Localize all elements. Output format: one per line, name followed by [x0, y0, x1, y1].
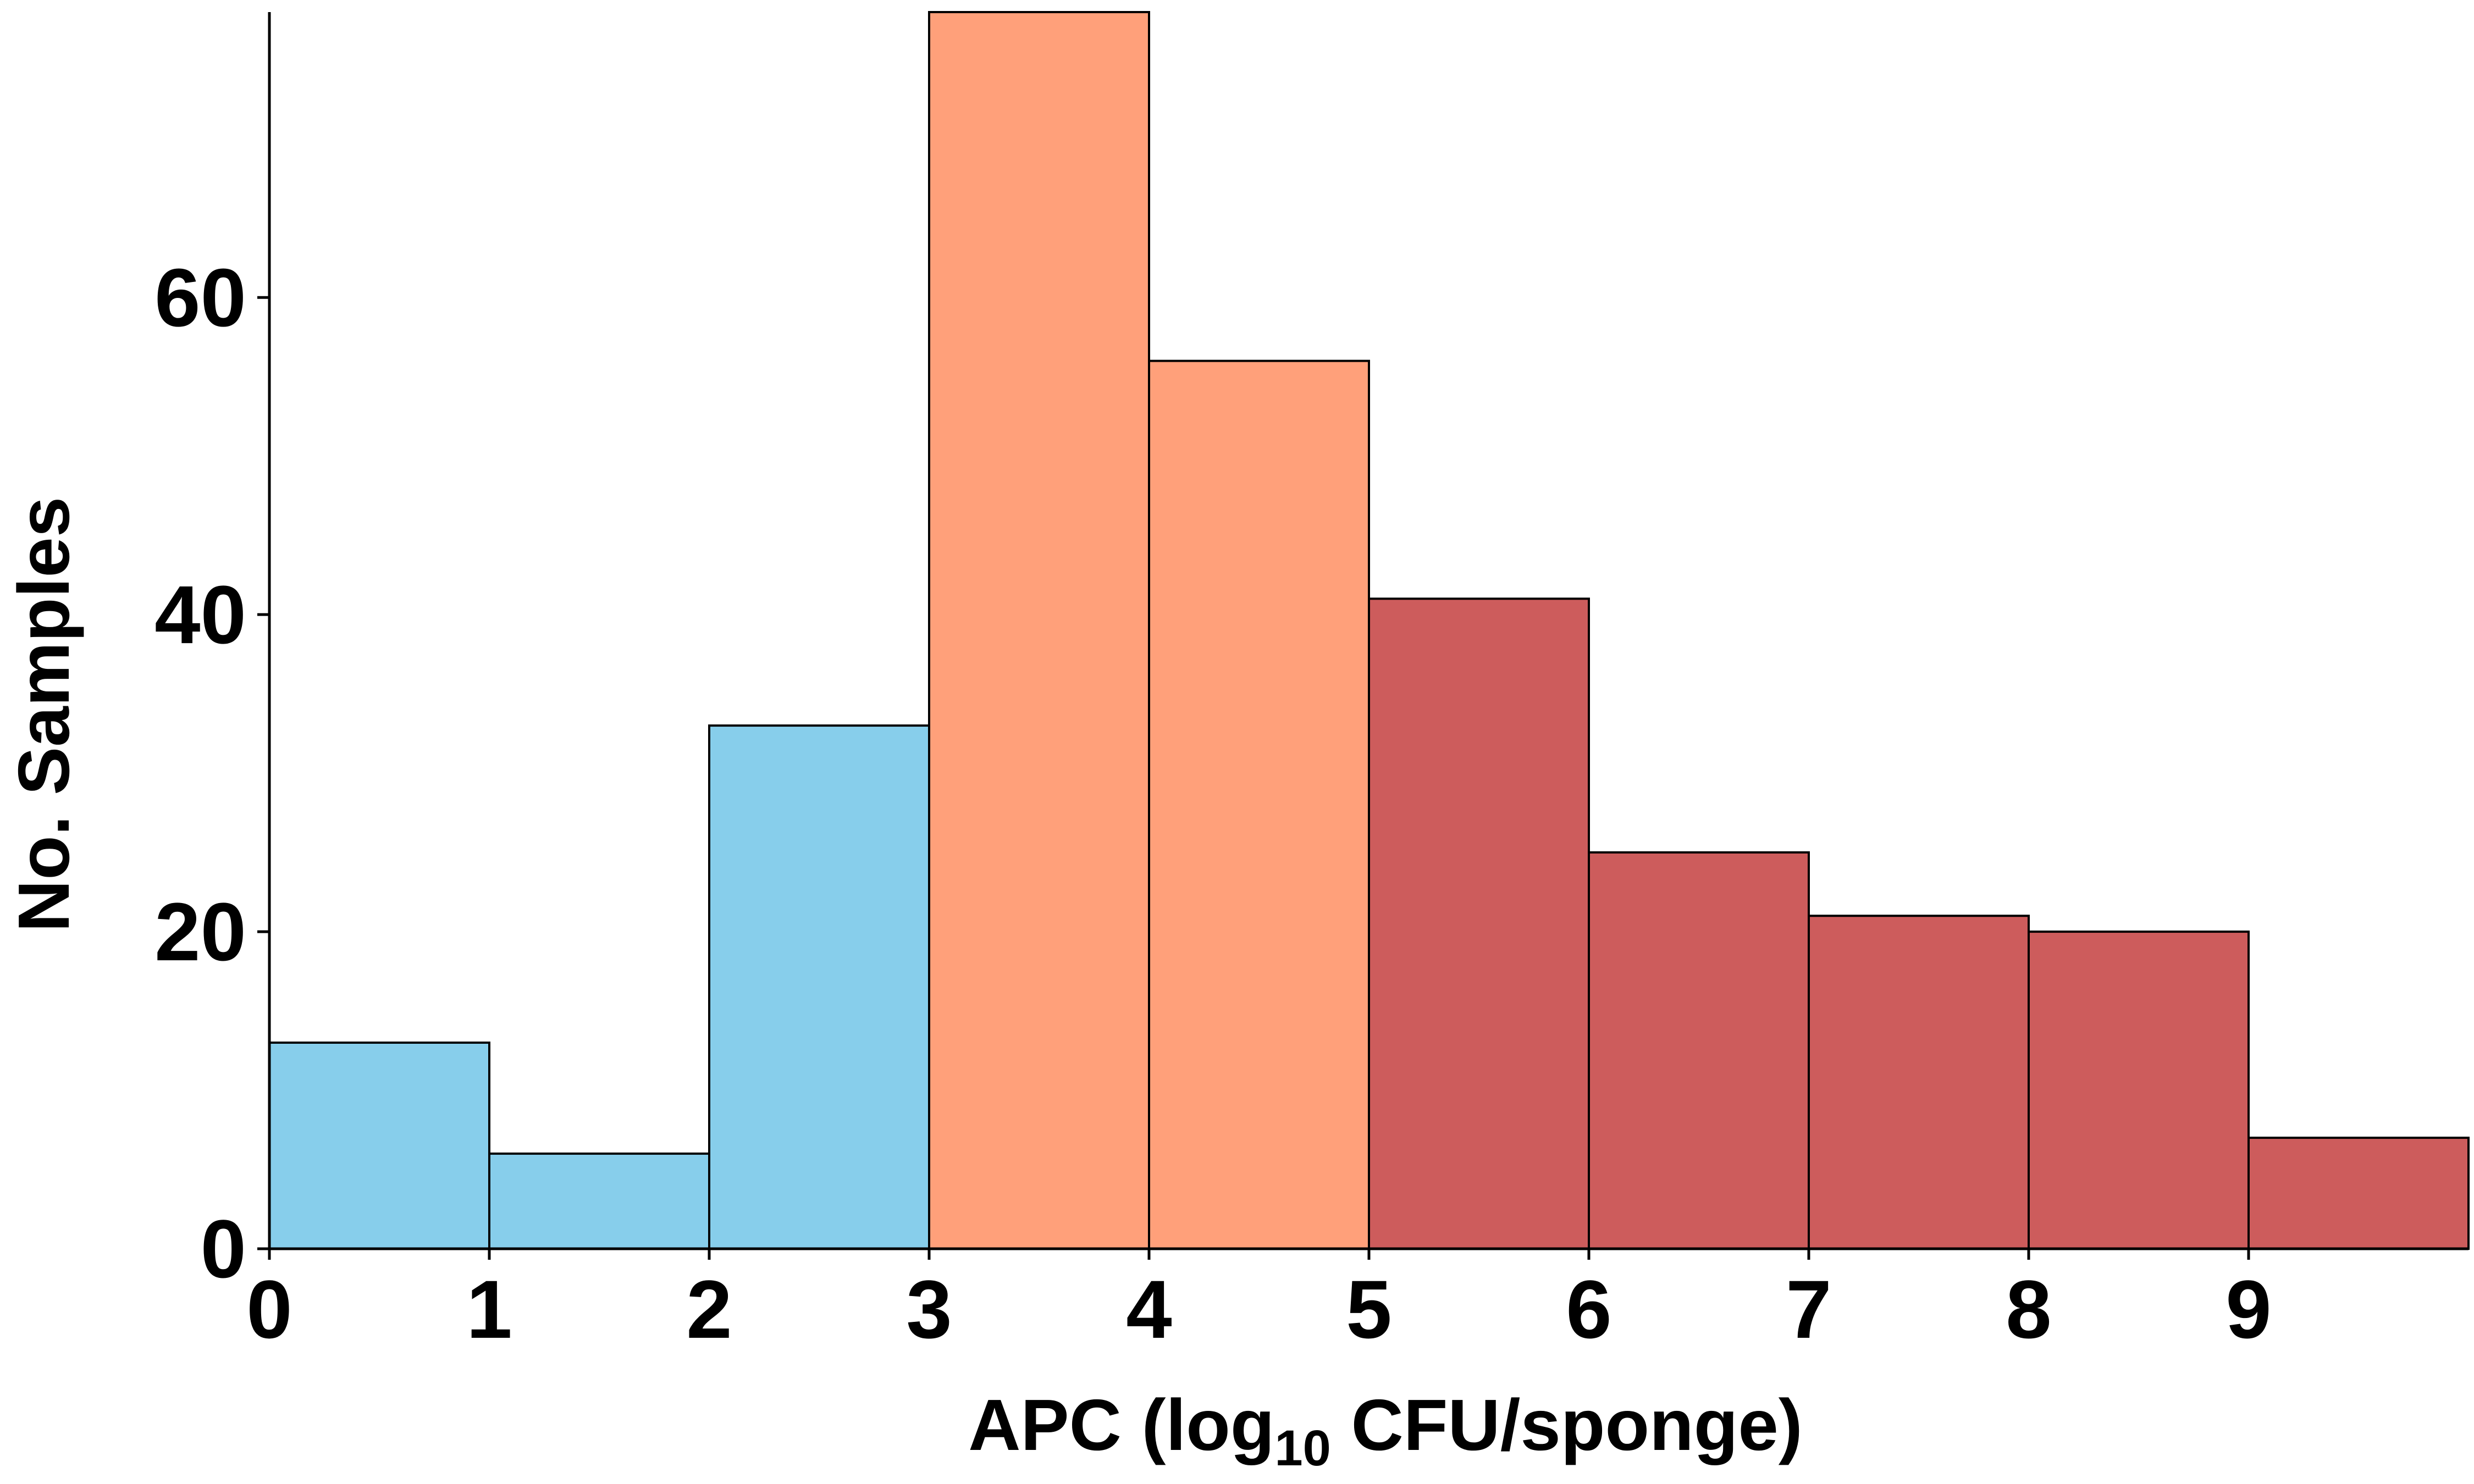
histogram-bar	[2247, 1137, 2470, 1250]
y-tick-labels: 0 20 40 60	[154, 251, 246, 1295]
x-tick-label: 5	[1346, 1263, 1391, 1355]
x-tick-label: 2	[686, 1263, 732, 1355]
x-axis-title-subscript: 10	[1274, 1420, 1330, 1476]
y-tick-label: 40	[154, 568, 246, 661]
x-tick-label: 8	[2006, 1263, 2051, 1355]
x-tick-label: 6	[1566, 1263, 1611, 1355]
x-tick-labels: 0 1 2 3 4 5 6 7 8 9	[246, 1263, 2271, 1355]
histogram-bar	[1588, 851, 1810, 1250]
histogram-bar	[1368, 597, 1590, 1250]
histogram-bar	[708, 724, 930, 1250]
histogram-bar	[488, 1152, 710, 1250]
x-tick-label: 3	[906, 1263, 952, 1355]
histogram-bar	[1808, 915, 2030, 1250]
bars-layer	[268, 11, 2470, 1250]
x-tick-label: 0	[246, 1263, 292, 1355]
x-tick-label: 9	[2226, 1263, 2271, 1355]
x-tick-label: 4	[1126, 1263, 1172, 1355]
x-axis-title: APC (log10 CFU/sponge)	[968, 1385, 1803, 1476]
x-tick-label: 1	[466, 1263, 512, 1355]
x-tick-label: 7	[1786, 1263, 1831, 1355]
y-tick-label: 0	[201, 1203, 246, 1295]
histogram-bar	[928, 11, 1150, 1250]
y-tick-label: 60	[154, 251, 246, 344]
y-axis-title: No. Samples	[3, 497, 84, 932]
histogram-bar	[1148, 359, 1370, 1250]
axes-layer	[257, 12, 2469, 1260]
histogram-bar	[268, 1042, 490, 1250]
y-tick-label: 20	[154, 885, 246, 978]
histogram-bar	[2028, 931, 2250, 1250]
